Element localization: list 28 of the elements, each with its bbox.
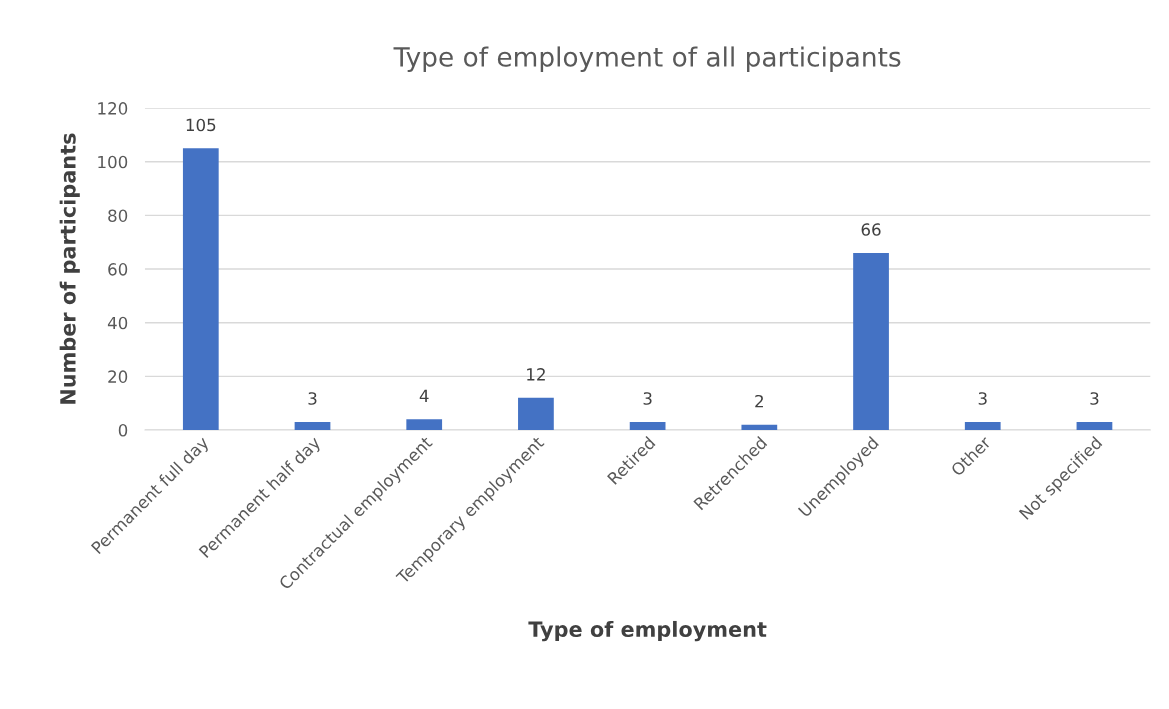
data-label: 12 [527, 368, 545, 381]
data-label: 105 [186, 118, 216, 132]
data-label: 2 [755, 394, 763, 408]
data-label: 4 [419, 389, 429, 402]
bar [294, 421, 331, 431]
y-tick-label: 20 [108, 370, 128, 383]
data-label: 3 [1090, 392, 1099, 405]
data-label: 3 [643, 392, 652, 405]
bar [1076, 421, 1113, 431]
y-tick-label: 100 [98, 155, 128, 169]
bar [964, 421, 1001, 431]
y-tick-label: 120 [98, 102, 128, 115]
x-axis-title: Type of employment [528, 620, 767, 642]
bar [406, 419, 443, 431]
y-tick-label: 40 [107, 316, 128, 330]
bar [853, 252, 889, 431]
y-tick-label: 80 [108, 209, 128, 222]
chart-title: Type of employment of all participants [393, 46, 901, 72]
bar [518, 397, 554, 431]
data-label: 3 [978, 392, 987, 405]
data-label: 3 [308, 392, 317, 405]
data-label: 66 [861, 223, 881, 236]
bar [741, 424, 778, 431]
bar [182, 148, 219, 431]
y-tick-label: 0 [118, 423, 128, 437]
bar [629, 421, 666, 431]
y-axis-title: Number of participants [59, 133, 80, 404]
y-tick-label: 60 [108, 263, 128, 276]
